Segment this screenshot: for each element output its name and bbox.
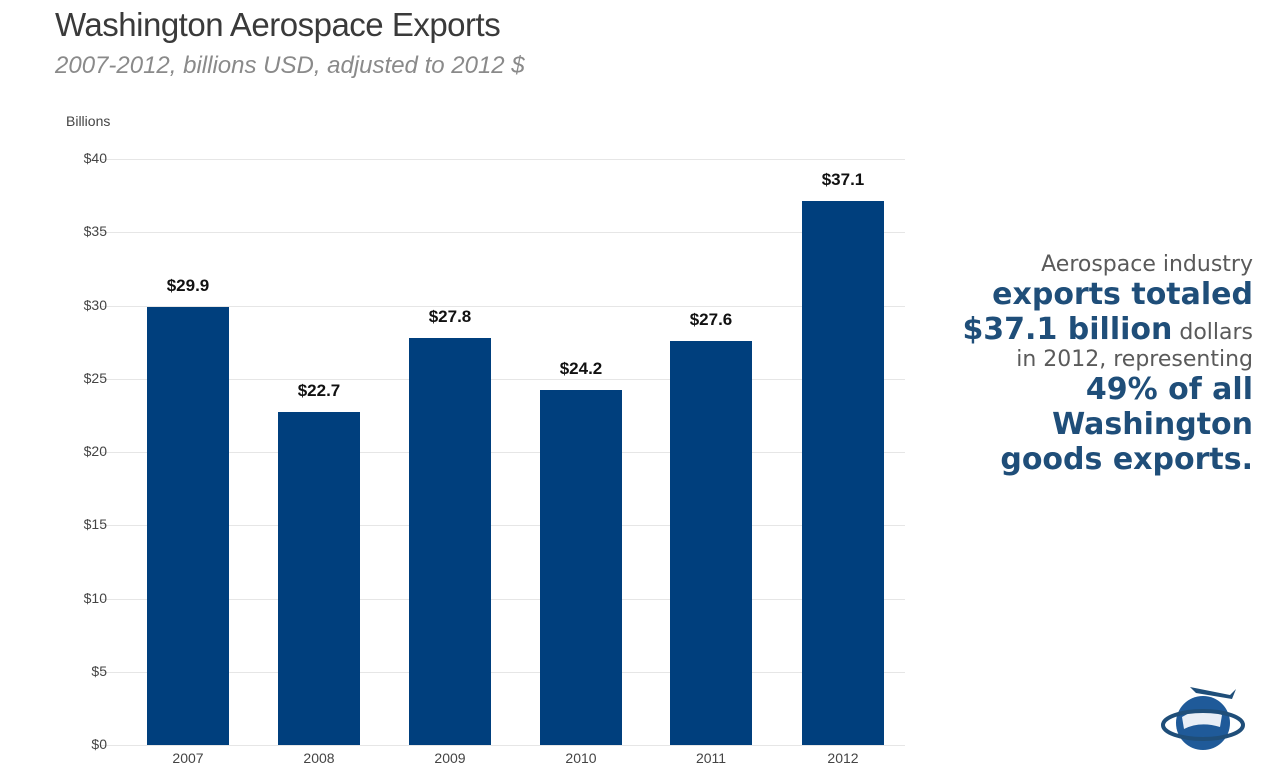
bar-value-label: $29.9 <box>166 275 210 295</box>
gridline <box>100 159 905 160</box>
y-tick-label: $25 <box>83 369 107 386</box>
bar-value-label: $27.6 <box>689 309 733 329</box>
y-tick-label: $40 <box>83 150 107 166</box>
y-tick-label: $30 <box>83 296 107 313</box>
bar-2008 <box>278 412 360 745</box>
x-tick-label: 2010 <box>565 750 597 766</box>
gridline <box>100 305 905 307</box>
y-tick-label: $35 <box>83 223 107 240</box>
y-axis-label: Billions <box>66 113 111 129</box>
gridline <box>100 378 905 380</box>
bar-2009 <box>409 337 491 745</box>
callout-amount: $37.1 billion <box>962 312 1173 347</box>
gridline <box>100 452 905 453</box>
gridline <box>100 232 905 234</box>
callout-line-5: 49% of all <box>1085 372 1253 407</box>
x-tick-label: 2011 <box>695 750 727 766</box>
callout-line-6: Washington <box>1052 407 1253 442</box>
bar-value-label: $24.2 <box>559 359 603 379</box>
x-tick-label: 2008 <box>303 750 335 766</box>
bar-2010 <box>540 390 622 745</box>
y-tick-label: $10 <box>83 589 107 606</box>
chart-subtitle: 2007-2012, billions USD, adjusted to 201… <box>55 52 525 79</box>
bar-value-label: $37.1 <box>821 170 865 190</box>
gridline <box>100 598 905 600</box>
x-tick-label: 2012 <box>827 750 859 766</box>
y-tick-label: $0 <box>91 736 107 752</box>
y-tick-label: $15 <box>83 516 107 533</box>
bar-2011 <box>670 340 752 745</box>
bar-value-label: $27.8 <box>428 306 472 326</box>
callout-line-7: goods exports. <box>1000 442 1253 477</box>
chart-title: Washington Aerospace Exports <box>55 6 501 43</box>
y-tick-label: $20 <box>83 443 107 459</box>
callout-line-4: in 2012, representing <box>1016 347 1253 372</box>
globe-airplane-logo-icon <box>1160 675 1250 765</box>
bar-2012 <box>802 201 884 745</box>
callout-text: Aerospace industry exports totaled $37.1… <box>923 252 1253 477</box>
callout-line-1: Aerospace industry <box>1041 252 1253 277</box>
x-tick-label: 2007 <box>172 750 204 766</box>
callout-dollars: dollars <box>1172 320 1253 345</box>
bar-2007 <box>147 306 229 745</box>
x-tick-label: 2009 <box>434 750 466 766</box>
gridline <box>100 525 905 527</box>
gridline <box>100 671 905 673</box>
gridline <box>100 745 905 746</box>
callout-line-2: exports totaled <box>992 277 1253 312</box>
bar-value-label: $22.7 <box>297 381 341 401</box>
y-tick-label: $5 <box>91 662 107 679</box>
